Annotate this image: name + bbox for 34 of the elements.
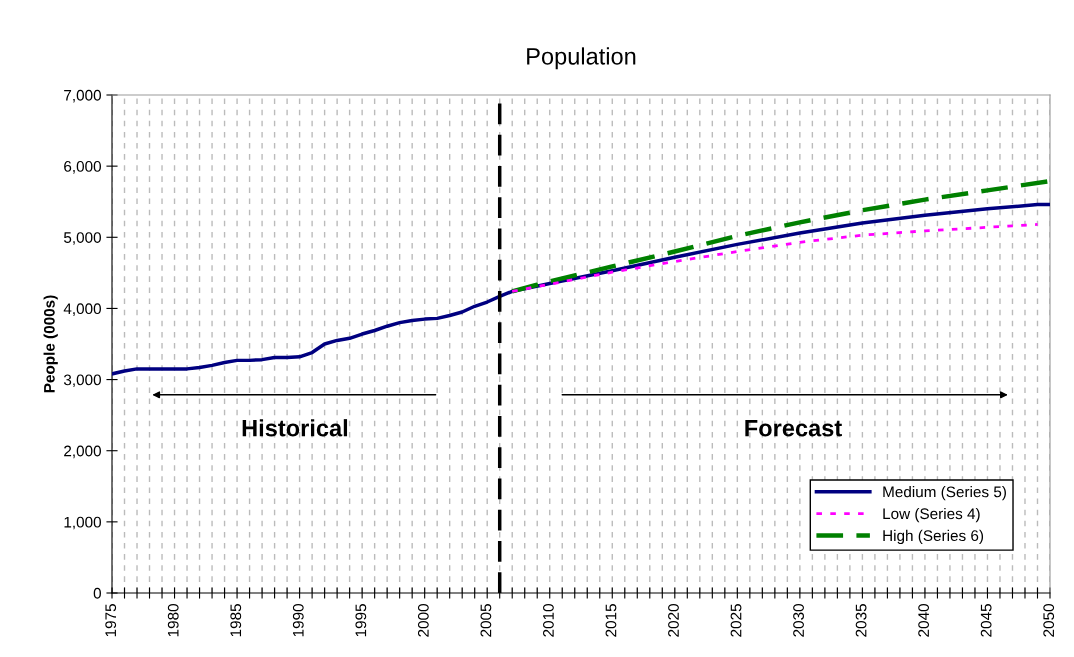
y-tick-label: 0: [93, 587, 101, 599]
legend-label: High (Series 6): [883, 529, 984, 545]
line-series: [112, 202, 1050, 376]
x-tick-label: 2040: [918, 604, 930, 637]
y-tick-label: 6,000: [64, 161, 101, 174]
x-tick-label: 2010: [543, 604, 554, 637]
chart-title: Population: [527, 47, 636, 70]
y-tick-label: 4,000: [63, 303, 101, 316]
annotation: Forecast: [745, 420, 842, 437]
line-series: [509, 178, 1050, 294]
x-tick-label: 2015: [605, 604, 617, 637]
x-tick-label: 1990: [292, 604, 304, 637]
y-tick-label: 7,000: [64, 89, 101, 103]
x-tick-label: 2005: [480, 604, 492, 637]
y-tick-label: 3,000: [63, 374, 101, 388]
x-tick-label: 2025: [730, 604, 742, 637]
y-tick-label: 2,000: [64, 445, 101, 459]
x-tick-label: 1995: [355, 604, 367, 637]
y-axis-title: People (000s): [43, 295, 58, 393]
y-tick-label: 5,000: [63, 232, 101, 245]
x-tick-label: 2050: [1043, 604, 1055, 637]
x-tick-label: 1975: [105, 604, 117, 637]
line-series: [510, 223, 1039, 293]
legend-label: Medium (Series 5): [883, 486, 1006, 501]
annotation: Historical: [242, 419, 348, 437]
x-tick-label: 2030: [793, 604, 804, 637]
x-tick-label: 2035: [855, 604, 867, 637]
legend-label: Low (Series 4): [883, 507, 980, 523]
x-tick-label: 2000: [417, 604, 429, 637]
x-tick-label: 1985: [230, 604, 242, 637]
y-tick-label: 1,000: [64, 516, 101, 530]
x-tick-label: 2020: [668, 604, 679, 637]
x-tick-label: 2045: [980, 604, 992, 637]
x-tick-label: 1980: [167, 604, 179, 637]
